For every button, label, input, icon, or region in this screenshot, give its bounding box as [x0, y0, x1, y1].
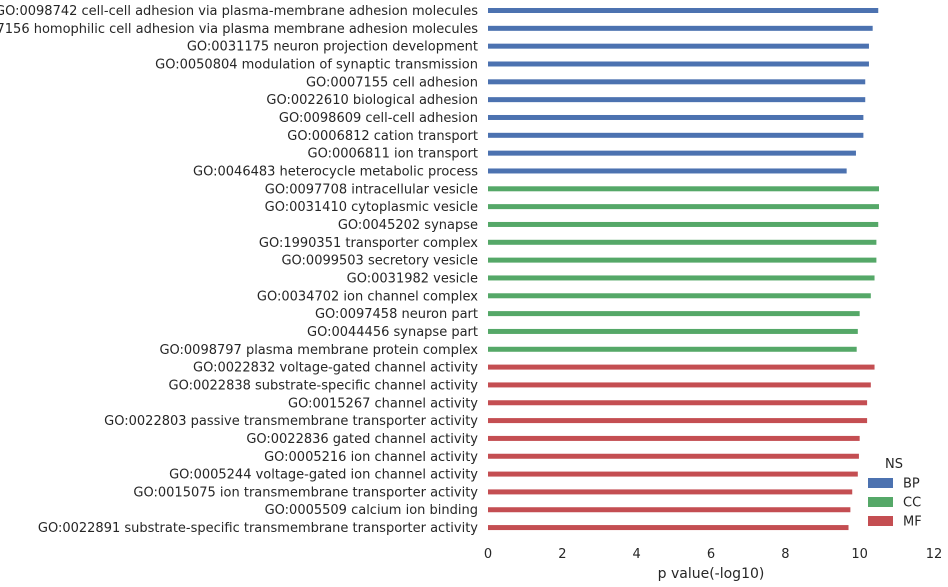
category-label: GO:0005244 voltage-gated ion channel act…: [169, 468, 478, 483]
category-label: GO:0031982 vesicle: [347, 271, 478, 286]
bar-mf: [488, 525, 849, 531]
category-label: GO:0098797 plasma membrane protein compl…: [159, 343, 478, 358]
bar-cc: [488, 346, 857, 352]
bar-cc: [488, 328, 858, 334]
category-label: GO:0097458 neuron part: [315, 307, 478, 322]
category-label: GO:0022836 gated channel activity: [246, 432, 478, 447]
bar-cc: [488, 204, 879, 210]
legend-title: NS: [885, 457, 903, 472]
bar-cc: [488, 239, 877, 245]
category-label: GO:0034702 ion channel complex: [257, 289, 478, 304]
bar-cc: [488, 311, 860, 317]
category-label: GO:0022838 substrate-specific channel ac…: [169, 378, 479, 393]
bar-bp: [488, 97, 866, 103]
category-label: GO:0098609 cell-cell adhesion: [279, 111, 478, 126]
legend-swatch-mf: [868, 516, 893, 526]
category-label: GO:0022832 voltage-gated channel activit…: [193, 361, 478, 376]
category-label: GO:0005509 calcium ion binding: [265, 503, 478, 518]
legend: NS BP CC MF: [868, 457, 922, 530]
bar-mf: [488, 435, 860, 441]
x-tick-label: 10: [851, 547, 868, 562]
bar-cc: [488, 293, 871, 299]
bar-mf: [488, 382, 871, 388]
category-label: GO:0045202 synapse: [338, 218, 478, 233]
category-label: GO:0007155 cell adhesion: [306, 75, 478, 90]
x-tick-label: 2: [558, 547, 566, 562]
category-label: GO:0050804 modulation of synaptic transm…: [155, 57, 478, 72]
bar-group: [488, 8, 879, 531]
category-label: GO:0007156 homophilic cell adhesion via …: [0, 22, 478, 37]
bar-mf: [488, 453, 859, 459]
bar-mf: [488, 507, 851, 513]
category-label: GO:0022803 passive transmembrane transpo…: [104, 414, 478, 429]
bar-mf: [488, 400, 868, 406]
bar-bp: [488, 114, 864, 120]
x-tick-label: 4: [633, 547, 641, 562]
bar-bp: [488, 132, 864, 138]
legend-label-bp: BP: [903, 477, 920, 492]
category-label: GO:0005216 ion channel activity: [264, 450, 478, 465]
category-label: GO:0099503 secretory vesicle: [281, 254, 478, 269]
bar-cc: [488, 186, 879, 192]
category-label: GO:0098742 cell-cell adhesion via plasma…: [0, 4, 478, 19]
category-label: GO:0022610 biological adhesion: [266, 93, 478, 108]
category-labels: GO:0098742 cell-cell adhesion via plasma…: [0, 4, 478, 536]
category-label: GO:0044456 synapse part: [307, 325, 478, 340]
category-label: GO:1990351 transporter complex: [259, 236, 478, 251]
legend-label-mf: MF: [903, 515, 922, 530]
category-label: GO:0006812 cation transport: [287, 129, 478, 144]
bar-bp: [488, 168, 847, 174]
x-tick-label: 12: [926, 547, 943, 562]
category-label: GO:0046483 heterocycle metabolic process: [193, 164, 478, 179]
bar-bp: [488, 43, 869, 49]
legend-label-cc: CC: [903, 496, 921, 511]
legend-swatch-bp: [868, 478, 893, 488]
bar-cc: [488, 275, 875, 281]
bar-bp: [488, 150, 856, 156]
category-label: GO:0097708 intracellular vesicle: [265, 182, 478, 197]
category-label: GO:0022891 substrate-specific transmembr…: [38, 521, 478, 536]
legend-swatch-cc: [868, 497, 893, 507]
x-tick-label: 6: [707, 547, 715, 562]
x-tick-label: 8: [781, 547, 789, 562]
bar-bp: [488, 79, 866, 85]
bar-bp: [488, 61, 869, 67]
category-label: GO:0031410 cytoplasmic vesicle: [265, 200, 478, 215]
bar-mf: [488, 418, 868, 424]
bar-cc: [488, 257, 877, 263]
bar-mf: [488, 364, 875, 370]
bar-bp: [488, 8, 879, 13]
category-label: GO:0006811 ion transport: [308, 147, 479, 162]
bar-cc: [488, 221, 879, 227]
category-label: GO:0015075 ion transmembrane transporter…: [133, 485, 478, 500]
category-label: GO:0015267 channel activity: [288, 396, 478, 411]
x-tick-label: 0: [484, 547, 492, 562]
bar-mf: [488, 489, 853, 495]
bar-bp: [488, 25, 873, 31]
category-label: GO:0031175 neuron projection development: [187, 40, 478, 55]
x-axis-title: p value(-log10): [658, 566, 765, 582]
x-axis-ticks: 0 2 4 6 8 10 12: [484, 547, 942, 562]
bar-mf: [488, 471, 858, 477]
